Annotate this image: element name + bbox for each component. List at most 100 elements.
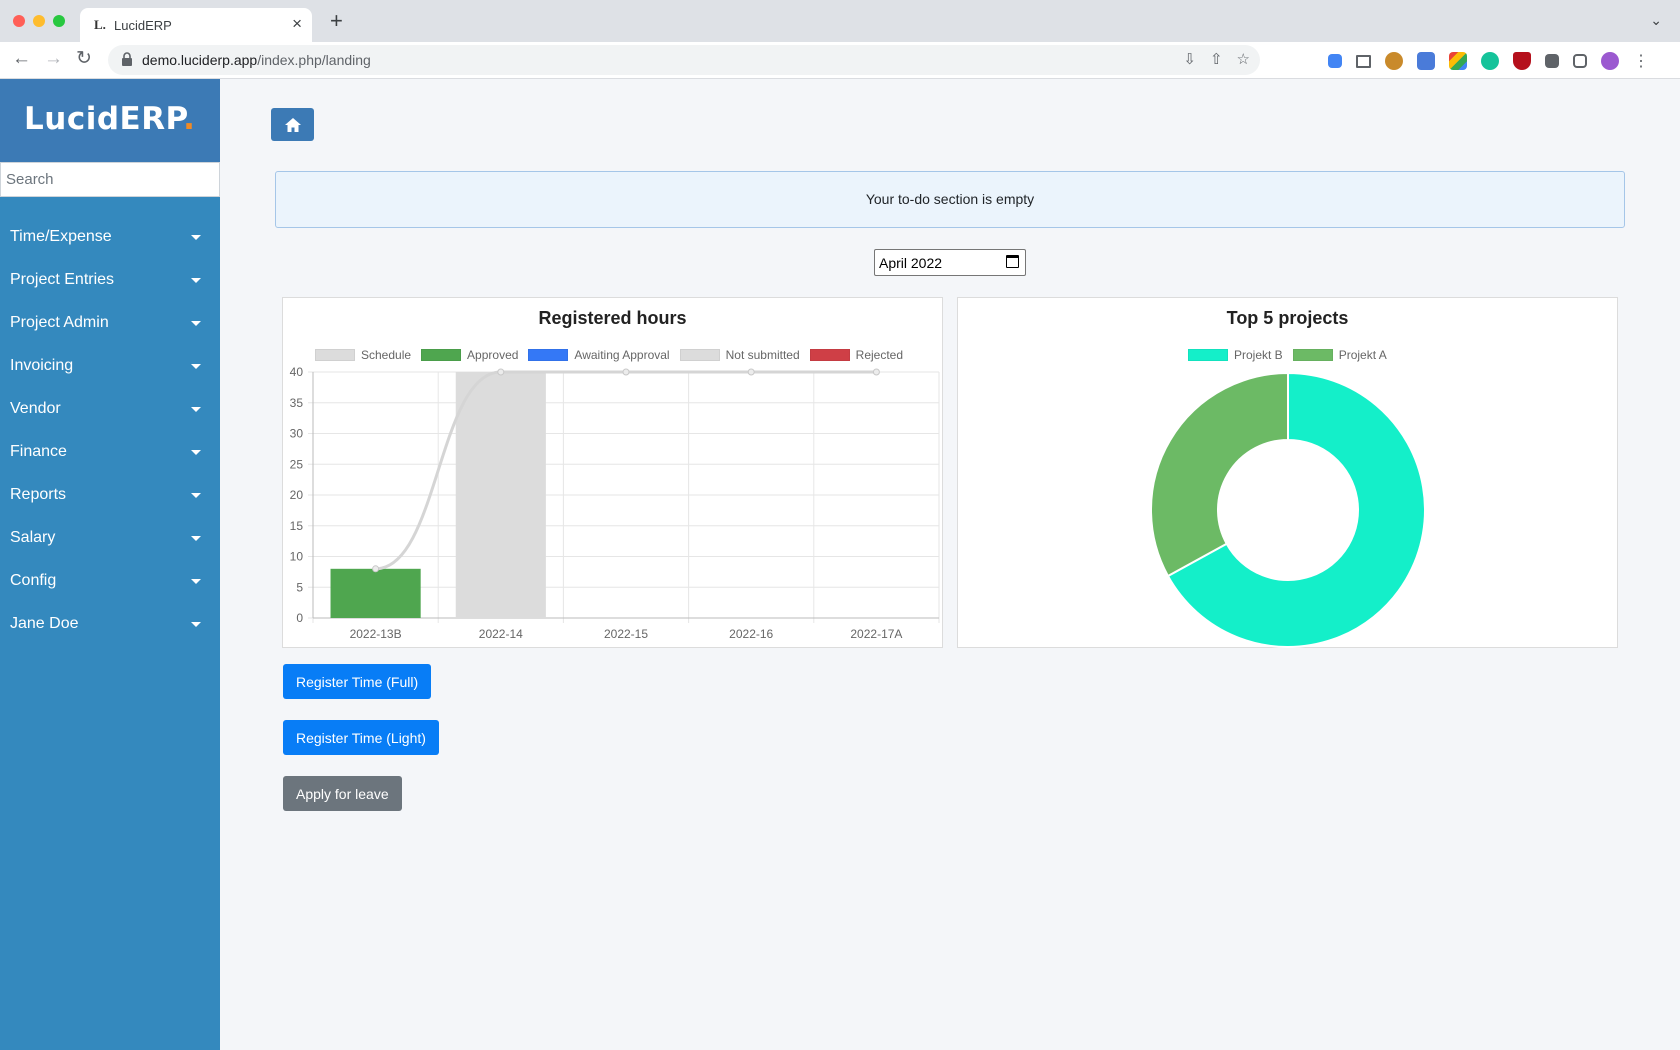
sidebar-item-config[interactable]: Config [0,561,220,604]
sidebar-item-label: Time/Expense [10,228,112,245]
legend-item-projekt-a[interactable]: Projekt A [1292,348,1387,362]
caret-down-icon [191,622,201,627]
x-tick-label: 2022-14 [479,627,523,641]
bar-approved[interactable] [330,568,421,618]
share-icon[interactable]: ⇧ [1209,51,1223,68]
sidebar-item-label: Salary [10,529,56,546]
chart-legend: Projekt B Projekt A [1188,348,1397,362]
slice-projekt-b[interactable] [1166,371,1426,648]
sidebar-item-label: Reports [10,486,67,503]
chart-title: Top 5 projects [1226,308,1349,328]
sidebar-menu: Time/Expense Project Entries Project Adm… [0,217,220,647]
new-tab-icon[interactable]: + [330,8,343,33]
sidebar-item-time-expense[interactable]: Time/Expense [0,217,220,260]
puzzle-extensions-icon[interactable] [1545,54,1559,68]
sidebar-item-project-admin[interactable]: Project Admin [0,303,220,346]
x-tick-label: 2022-15 [604,627,648,641]
caret-down-icon [191,407,201,412]
legend-item-approved[interactable]: Approved [421,348,518,362]
caret-down-icon [191,235,201,240]
x-tick-label: 2022-16 [729,627,773,641]
sidebar-item-vendor[interactable]: Vendor [0,389,220,432]
color-extension-icon[interactable] [1449,52,1467,70]
sidebar-item-label: Vendor [10,400,61,417]
y-tick-label: 30 [290,427,304,441]
legend-item-schedule[interactable]: Schedule [315,348,411,362]
sidebar-item-reports[interactable]: Reports [0,475,220,518]
screenshot-icon[interactable] [1356,54,1371,68]
translate-extension-icon[interactable] [1417,52,1435,70]
schedule-point[interactable] [622,368,630,376]
sidebar-item-finance[interactable]: Finance [0,432,220,475]
month-picker[interactable]: April 2022 [874,249,1026,276]
sidebar-search-input[interactable] [0,162,220,197]
y-tick-label: 25 [290,457,304,471]
minimize-window-button[interactable] [33,15,45,27]
tab-search-chevron-icon[interactable]: ⌄ [1650,12,1662,28]
legend-item-projekt-b[interactable]: Projekt B [1188,348,1283,362]
browser-tab[interactable]: L. LucidERP × [80,8,312,42]
y-tick-label: 15 [290,519,304,533]
y-tick-label: 10 [290,550,304,564]
lock-icon [122,52,132,66]
sidebar-item-user[interactable]: Jane Doe [0,604,220,647]
extension-icon[interactable] [1328,54,1342,68]
y-tick-label: 5 [296,580,303,594]
forward-arrow-icon[interactable]: → [44,48,63,69]
close-window-button[interactable] [13,15,25,27]
browser-toolbar: ← → ↻ demo.luciderp.app/index.php/landin… [0,42,1680,79]
maximize-window-button[interactable] [53,15,65,27]
sidebar-item-project-entries[interactable]: Project Entries [0,260,220,303]
caret-down-icon [191,321,201,326]
home-icon [284,117,301,132]
x-tick-label: 2022-17A [850,627,902,641]
bar-not-submitted[interactable] [455,372,546,618]
brand-dot: . [183,101,196,137]
close-tab-icon[interactable]: × [292,14,302,33]
slice-projekt-a[interactable] [1150,371,1289,578]
y-tick-label: 40 [290,365,304,379]
caret-down-icon [191,278,201,283]
grammarly-extension-icon[interactable] [1481,52,1499,70]
brand-logo[interactable]: LucidERP. [0,79,220,162]
legend-item-awaiting[interactable]: Awaiting Approval [528,348,670,362]
schedule-point[interactable] [872,368,880,376]
home-button[interactable] [271,108,314,141]
back-arrow-icon[interactable]: ← [12,48,31,69]
sidebar-item-label: Finance [10,443,67,460]
address-bar[interactable]: demo.luciderp.app/index.php/landing ⇩ ⇧ … [108,45,1260,75]
cookie-extension-icon[interactable] [1385,52,1403,70]
register-time-light-button[interactable]: Register Time (Light) [283,720,439,755]
caret-down-icon [191,536,201,541]
schedule-line [375,370,877,571]
top-projects-card: Top 5 projects Projekt B Projekt A [957,297,1618,648]
sidebar-item-invoicing[interactable]: Invoicing [0,346,220,389]
legend-item-not-submitted[interactable]: Not submitted [679,348,800,362]
caret-down-icon [191,579,201,584]
bookmark-star-icon[interactable]: ☆ [1236,51,1250,68]
profile-avatar-icon[interactable] [1601,52,1619,70]
caret-down-icon [191,493,201,498]
register-time-full-button[interactable]: Register Time (Full) [283,664,432,699]
schedule-point[interactable] [497,368,505,376]
caret-down-icon [191,364,201,369]
top-projects-chart [1150,371,1426,648]
sidebar-item-label: Invoicing [10,357,74,374]
legend-item-rejected[interactable]: Rejected [809,348,903,362]
chart-title: Registered hours [538,308,687,328]
ublock-extension-icon[interactable] [1513,52,1531,70]
sidebar-item-salary[interactable]: Salary [0,518,220,561]
registered-hours-card: Registered hours Schedule Approved Await… [282,297,943,648]
reload-icon[interactable]: ↻ [76,48,92,69]
todo-message: Your to-do section is empty [865,191,1035,207]
y-tick-label: 0 [296,611,303,625]
browser-menu-icon[interactable]: ⋮ [1633,53,1649,70]
apply-for-leave-button[interactable]: Apply for leave [283,776,402,811]
schedule-point[interactable] [747,368,755,376]
sidebar-item-label: Project Admin [10,314,109,331]
url-text: demo.luciderp.app/index.php/landing [142,52,371,68]
calendar-icon[interactable] [1006,255,1019,268]
install-app-icon[interactable]: ⇩ [1183,51,1196,68]
schedule-point[interactable] [372,565,380,573]
side-panel-icon[interactable] [1573,54,1587,68]
